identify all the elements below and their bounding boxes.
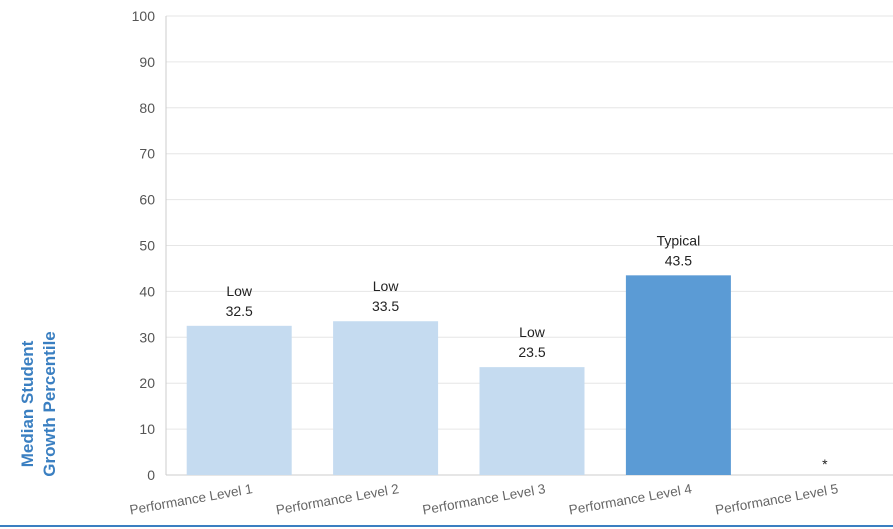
bars — [186, 275, 731, 475]
data-labels: Low 32.5 Low 33.5 Low 23.5 Typical 43.5 * — [226, 232, 828, 472]
bar — [333, 321, 439, 475]
bar-value-label: 23.5 — [518, 344, 545, 360]
y-axis-title-line: Median Student — [18, 340, 37, 467]
bar-value-label: 43.5 — [665, 252, 692, 268]
bar-growth-label: Typical — [657, 232, 701, 248]
bar-value-label: 32.5 — [226, 303, 253, 319]
y-tick-label: 30 — [139, 329, 155, 345]
bar-growth-label: Low — [373, 278, 400, 294]
y-tick-label: 70 — [139, 146, 155, 162]
bar-growth-label: Low — [519, 324, 546, 340]
x-tick-label: Performance Level 2 — [275, 481, 400, 517]
x-tick-label: Performance Level 3 — [421, 481, 546, 517]
y-tick-label: 60 — [139, 192, 155, 208]
bar-value-label: * — [822, 456, 828, 472]
x-tick-label: Performance Level 1 — [128, 481, 253, 517]
y-tick-label: 90 — [139, 54, 155, 70]
y-tick-label: 50 — [139, 238, 155, 254]
y-axis-label: Median Student Growth Percentile — [18, 331, 59, 476]
y-tick-label: 20 — [139, 375, 155, 391]
y-tick-label: 0 — [147, 467, 155, 483]
bar-growth-label: Low — [226, 283, 253, 299]
x-tick-label: Performance Level 4 — [568, 481, 694, 517]
y-tick-labels: 0 10 20 30 40 50 60 70 80 90 100 — [132, 8, 156, 483]
y-axis-title-line: Growth Percentile — [40, 331, 59, 476]
y-tick-label: 40 — [139, 283, 155, 299]
y-tick-label: 100 — [132, 8, 156, 24]
y-tick-label: 80 — [139, 100, 155, 116]
x-tick-labels: Performance Level 1 Performance Level 2 Pe… — [128, 481, 839, 517]
y-tick-label: 10 — [139, 421, 155, 437]
bar — [625, 275, 731, 475]
x-tick-label: Performance Level 5 — [714, 481, 839, 517]
bar — [186, 325, 292, 475]
bar-value-label: 33.5 — [372, 298, 399, 314]
bar — [479, 367, 585, 475]
